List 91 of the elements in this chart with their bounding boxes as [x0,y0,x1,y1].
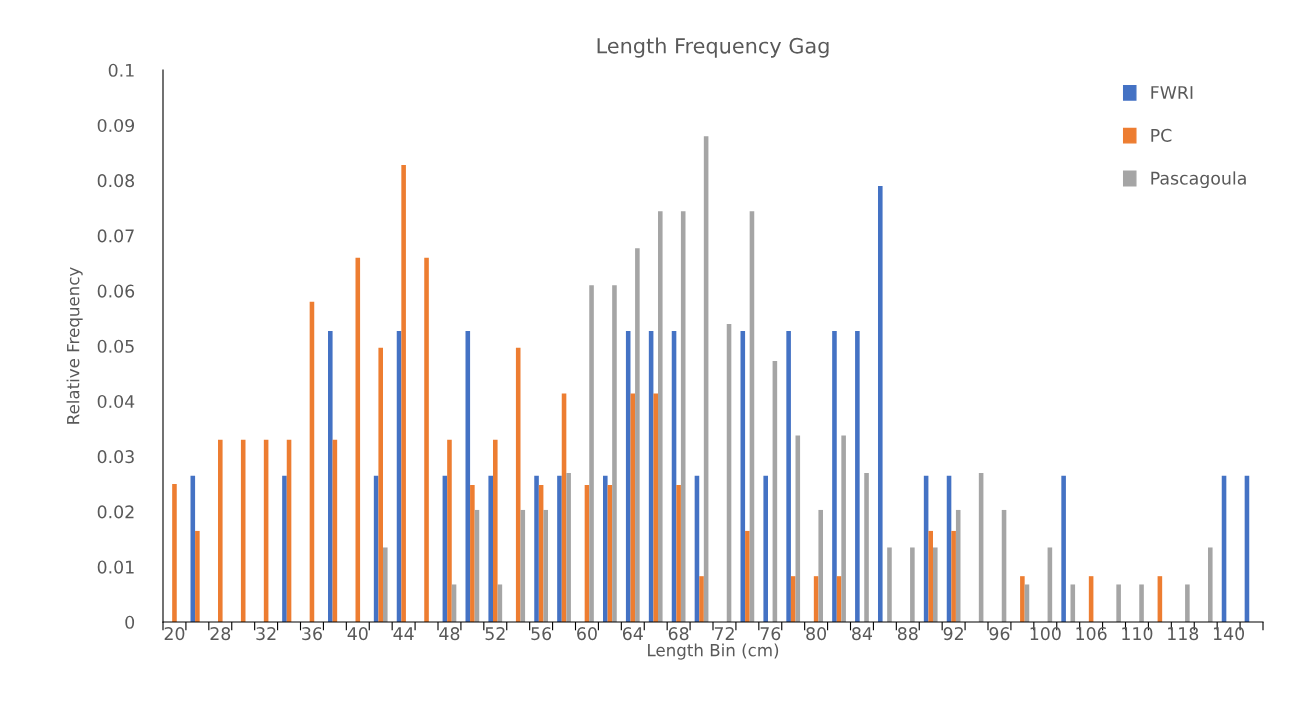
bar [589,285,594,622]
x-tick-label: 92 [943,627,963,641]
bar [818,509,823,622]
x-tick-label: 68 [668,627,689,641]
bar [630,393,636,622]
bar [699,576,704,622]
x-tick-label: 36 [302,627,322,641]
bar [855,331,860,622]
y-tick-label: 0.01 [97,560,134,574]
bar [653,393,658,622]
bar [543,509,548,622]
y-tick-label: 0.08 [97,174,135,188]
bar [786,331,791,622]
x-tick-label: 140 [1213,627,1245,641]
y-tick-label: 0.02 [97,505,134,519]
bar [1116,584,1121,622]
bar [676,485,681,622]
bar [1061,475,1066,622]
bar [424,257,429,622]
bar [447,439,452,622]
bar [763,475,768,622]
x-tick-label: 96 [989,627,1010,641]
x-tick-label: 106 [1076,627,1107,641]
bar [1208,547,1213,622]
x-tick-label: 48 [439,627,460,641]
y-tick-label: 0.1 [108,63,134,77]
bar [933,547,938,622]
bar [658,211,663,622]
x-tick-label: 28 [210,627,231,641]
bar [1020,576,1025,622]
y-tick-label: 0.09 [97,118,134,133]
x-tick-label: 76 [760,627,781,641]
bar [172,484,177,622]
x-tick-label: 110 [1122,627,1153,641]
x-tick-label: 44 [393,627,414,640]
x-tick-label: 100 [1030,627,1061,641]
bar [534,475,539,622]
y-tick-label: 0 [125,615,135,629]
bar [603,475,608,622]
legend-label: PC [1151,128,1172,142]
bar [740,331,746,622]
bar [745,530,750,622]
chart-title: Length Frequency Gag [597,37,829,58]
y-tick-label: 0.05 [97,339,134,353]
bar [832,331,837,622]
bar [488,475,493,622]
bar [515,347,521,622]
y-tick-label: 0.06 [97,284,135,298]
bar [383,547,388,622]
x-tick-label: 64 [622,627,643,641]
x-tick-label: 72 [714,627,734,640]
bar [470,485,475,622]
bar [378,347,383,622]
bar [790,576,796,622]
bar [612,285,617,622]
y-tick-label: 0.03 [97,450,134,464]
y-tick-label: 0.04 [97,394,135,409]
x-tick-label: 20 [164,627,185,641]
bar [887,547,892,622]
x-tick-label: 56 [531,627,552,641]
bar [910,547,915,622]
bar [1139,584,1144,622]
bar [328,331,333,622]
bar [864,472,869,622]
bar [282,475,287,622]
x-tick-label: 80 [806,627,827,641]
y-axis-title: Relative Frequency [66,267,83,424]
bar [401,164,406,622]
x-tick-label: 32 [256,627,276,641]
bar [493,439,498,622]
x-tick-label: 88 [897,627,918,641]
bar [218,439,223,622]
bar [1185,584,1190,622]
bar [878,185,883,622]
x-tick-label: 60 [577,627,597,641]
x-tick-label: 40 [347,627,368,641]
bar [557,475,562,622]
y-tick-label: 0.07 [97,229,134,243]
bar [566,472,571,622]
legend-label: Pascagoula [1151,171,1246,189]
x-tick-label: 52 [485,627,505,641]
bar [928,530,933,622]
bar [195,530,200,622]
x-axis-title: Length Bin (cm) [648,643,779,660]
x-tick-label: 118 [1168,627,1199,641]
legend-label: FWRI [1151,86,1193,99]
bar [951,530,956,622]
x-tick-label: 84 [852,627,873,641]
bar [680,211,686,622]
bar [841,435,846,622]
bar [635,248,640,622]
